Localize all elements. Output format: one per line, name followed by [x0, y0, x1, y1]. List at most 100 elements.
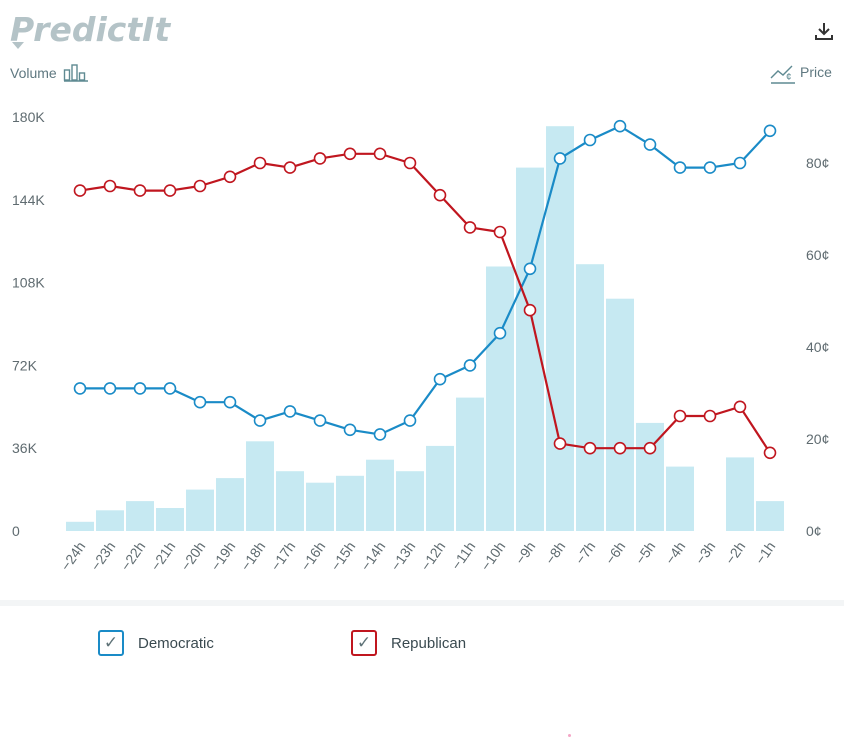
volume-bar: [156, 508, 184, 531]
price-point-republican: [583, 441, 597, 455]
time-tick-label: −24h: [57, 539, 88, 574]
time-tick-label: −10h: [477, 539, 508, 574]
price-tick-label: 80¢: [806, 155, 829, 171]
time-tick-label: −13h: [387, 539, 418, 574]
price-point-democratic: [253, 414, 267, 427]
price-point-democratic: [733, 156, 747, 170]
legend-label-republican: Republican: [391, 634, 467, 652]
volume-tick-label: 0: [12, 523, 20, 539]
volume-tick-label: 72K: [12, 357, 38, 373]
time-tick-label: −20h: [177, 539, 208, 574]
price-point-republican: [343, 147, 357, 161]
price-point-democratic: [673, 161, 687, 174]
volume-bar: [426, 445, 454, 531]
predictit-logo[interactable]: PredictIt: [10, 10, 171, 49]
democratic-checkbox[interactable]: ✓: [98, 630, 124, 656]
price-point-democratic: [613, 119, 627, 133]
volume-bar: [726, 457, 754, 531]
price-point-democratic: [523, 262, 537, 276]
volume-bar: [96, 510, 124, 531]
price-axis-ticks: 0¢ 20¢ 40¢ 60¢ 80¢: [806, 155, 829, 539]
volume-tick-label: 180K: [12, 109, 45, 125]
price-point-republican: [643, 441, 657, 455]
price-point-democratic: [133, 382, 147, 395]
price-point-republican: [703, 409, 717, 423]
price-point-republican: [313, 152, 327, 165]
legend-item-democratic[interactable]: ✓ Democratic: [98, 630, 214, 656]
volume-tick-label: 144K: [12, 192, 45, 208]
time-tick-label: −11h: [448, 539, 479, 573]
logo-arrow-icon: [12, 42, 24, 49]
time-tick-label: −18h: [237, 539, 268, 574]
price-point-democratic: [703, 161, 717, 174]
volume-bar: [186, 489, 214, 531]
volume-bar: [486, 266, 514, 531]
time-tick-label: −5h: [632, 539, 659, 568]
volume-bar: [636, 422, 664, 531]
legend-item-republican[interactable]: ✓ Republican: [351, 630, 466, 656]
price-line-democratic: [80, 125, 771, 436]
volume-tick-label: 108K: [12, 275, 45, 291]
time-tick-label: −4h: [662, 539, 689, 568]
price-point-republican: [433, 188, 447, 202]
svg-text:¢: ¢: [786, 72, 792, 83]
volume-bar: [216, 478, 244, 531]
price-point-democratic: [643, 138, 657, 151]
price-point-republican: [133, 184, 147, 197]
legend-label-democratic: Democratic: [138, 634, 214, 652]
price-point-democratic: [103, 382, 117, 395]
price-point-republican: [733, 400, 747, 414]
volume-bar: [276, 471, 304, 531]
time-tick-label: −7h: [572, 539, 599, 568]
volume-price-chart: PredictIt Volume ¢ Price 0 36K 72K 108K 144K…: [10, 10, 833, 574]
volume-axis-title: Volume: [10, 64, 88, 82]
price-line-republican: [79, 152, 771, 454]
price-point-republican: [613, 441, 627, 455]
legend: ✓ Democratic ✓ Republican: [0, 600, 844, 742]
price-point-democratic: [283, 405, 297, 418]
volume-bar: [306, 482, 334, 531]
time-tick-label: −17h: [267, 539, 298, 574]
price-point-democratic: [73, 382, 87, 395]
price-tick-label: 20¢: [806, 431, 829, 447]
download-icon[interactable]: [815, 23, 833, 40]
volume-bar: [366, 459, 394, 531]
volume-tick-label: 36K: [12, 440, 38, 456]
price-point-democratic: [313, 414, 327, 427]
volume-bars: [66, 126, 784, 531]
time-tick-label: −23h: [87, 539, 118, 574]
price-point-democratic: [763, 124, 777, 138]
republican-checkbox[interactable]: ✓: [351, 630, 377, 656]
volume-bar: [126, 501, 154, 531]
volume-bar: [756, 501, 784, 531]
price-point-republican: [223, 170, 237, 184]
check-icon: ✓: [103, 632, 119, 653]
time-tick-label: −1h: [752, 539, 779, 568]
volume-bar: [576, 264, 604, 531]
price-point-republican: [673, 409, 687, 423]
volume-bar: [456, 397, 484, 531]
volume-bar: [396, 471, 424, 531]
price-point-democratic: [493, 326, 507, 340]
price-point-democratic: [343, 423, 357, 437]
price-tick-label: 40¢: [806, 339, 829, 355]
volume-axis-ticks: 0 36K 72K 108K 144K 180K: [12, 109, 45, 539]
price-point-democratic: [223, 395, 237, 409]
price-point-democratic: [463, 359, 477, 372]
time-axis-ticks: −24h−23h−22h−21h−20h−19h−18h−17h−16h−15h…: [57, 539, 778, 574]
price-point-republican: [73, 184, 87, 197]
volume-bar: [246, 441, 274, 531]
price-point-republican: [373, 147, 387, 161]
volume-label: Volume: [10, 65, 57, 81]
price-point-republican: [163, 184, 177, 197]
time-tick-label: −6h: [602, 539, 629, 568]
price-point-republican: [553, 437, 567, 450]
time-tick-label: −14h: [357, 539, 388, 574]
price-point-democratic: [553, 152, 567, 165]
price-point-republican: [103, 179, 117, 193]
volume-bar: [546, 126, 574, 531]
volume-bar: [606, 298, 634, 531]
time-tick-label: −8h: [542, 539, 569, 568]
price-point-democratic: [163, 382, 177, 395]
price-point-republican: [253, 156, 267, 170]
